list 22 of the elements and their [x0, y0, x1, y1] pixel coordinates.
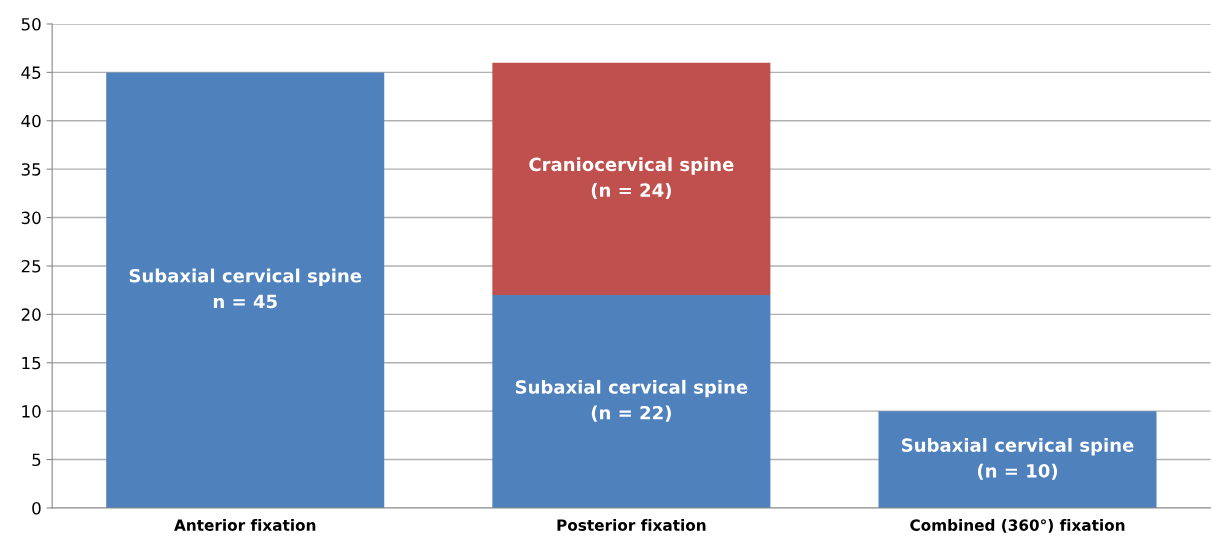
data-label: Subaxial cervical spine (n = 10) — [902, 437, 1134, 480]
y-tick-label: 10 — [22, 405, 41, 418]
bar — [492, 62, 771, 295]
x-tick-label: Anterior fixation — [174, 519, 316, 531]
y-tick-label: 30 — [21, 211, 41, 225]
x-tick-label: Combined (360°) fixation — [910, 519, 1125, 533]
y-tick-label: 40 — [21, 114, 41, 128]
y-tick-label: 5 — [32, 453, 41, 467]
bar — [106, 72, 385, 508]
y-tick-label: 15 — [22, 356, 41, 370]
data-label: Subaxial cervical spine n = 45 — [129, 268, 362, 309]
data-label: Craniocervical spine (n = 24) — [529, 157, 734, 200]
y-tick-label: 45 — [21, 66, 41, 79]
y-tick-label: 20 — [21, 308, 41, 321]
y-tick-label: 50 — [21, 17, 41, 31]
x-tick-label: Posterior fixation — [557, 519, 706, 531]
y-tick-label: 25 — [21, 259, 41, 273]
y-tick-label: 0 — [32, 501, 41, 515]
bar — [878, 411, 1157, 508]
y-tick-label: 35 — [21, 163, 41, 176]
bar — [492, 295, 771, 508]
data-label: Subaxial cervical spine (n = 22) — [515, 379, 748, 422]
